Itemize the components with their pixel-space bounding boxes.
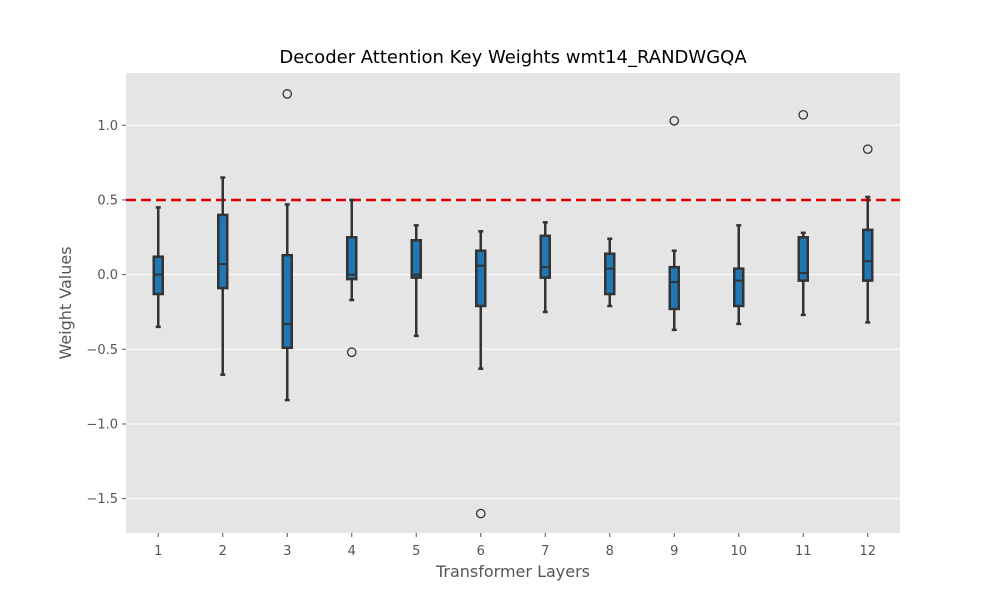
outlier-point [669, 115, 680, 126]
x-tick-label: 2 [219, 544, 227, 559]
box-layer-2 [217, 176, 229, 376]
box-iqr [539, 234, 551, 279]
y-tick-label: −0.5 [86, 343, 118, 358]
box-iqr [281, 253, 293, 350]
y-tick-label: −1.0 [86, 417, 118, 432]
box-iqr [604, 252, 616, 296]
box-layer-4 [346, 198, 358, 358]
box-layer-9 [668, 115, 680, 332]
x-tick-label: 10 [730, 544, 747, 559]
outlier-point [862, 144, 873, 155]
x-axis-ticks: 1 2 3 4 5 6 7 8 9 10 11 12 [154, 533, 876, 559]
box-layer-5 [410, 224, 422, 338]
x-tick-label: 7 [541, 544, 549, 559]
y-tick-label: 0.0 [97, 268, 118, 283]
y-tick-label: −1.5 [86, 492, 118, 507]
box-iqr [862, 228, 874, 282]
x-tick-label: 4 [348, 544, 356, 559]
box-iqr [217, 213, 229, 290]
outlier-point [346, 347, 357, 358]
x-tick-label: 9 [670, 544, 678, 559]
x-tick-label: 11 [795, 544, 812, 559]
x-tick-label: 8 [606, 544, 614, 559]
box-iqr [668, 265, 680, 311]
box-iqr [733, 267, 745, 308]
chart-title: Decoder Attention Key Weights wmt14_RAND… [279, 47, 747, 68]
y-axis-ticks: 1.0 0.5 0.0 −0.5 −1.0 −1.5 [86, 119, 126, 507]
x-tick-label: 3 [283, 544, 291, 559]
x-tick-label: 6 [477, 544, 485, 559]
box-layer-10 [733, 224, 745, 326]
box-layer-7 [539, 221, 551, 314]
boxes-layer [152, 89, 874, 519]
box-layer-3 [281, 89, 293, 402]
x-axis-label: Transformer Layers [435, 562, 590, 581]
outlier-point [798, 109, 809, 120]
box-iqr [346, 236, 358, 281]
box-iqr [410, 239, 422, 279]
box-layer-1 [152, 206, 164, 329]
x-tick-label: 1 [154, 544, 162, 559]
box-iqr [797, 236, 809, 282]
y-tick-label: 1.0 [97, 119, 118, 134]
x-tick-label: 12 [859, 544, 876, 559]
box-iqr [475, 249, 487, 308]
box-layer-12 [862, 144, 874, 324]
outlier-point [282, 89, 293, 99]
x-tick-label: 5 [412, 544, 420, 559]
box-layer-6 [475, 230, 487, 519]
y-tick-label: 0.5 [97, 193, 118, 208]
box-layer-8 [604, 237, 616, 308]
plot-background [126, 73, 900, 533]
box-layer-11 [797, 109, 809, 317]
outlier-point [475, 508, 486, 519]
y-axis-label: Weight Values [56, 246, 75, 359]
